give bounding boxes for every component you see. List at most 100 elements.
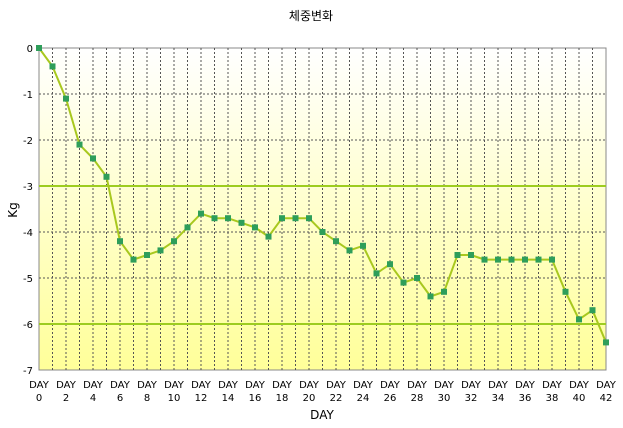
reference-lines [39, 185, 606, 325]
x-tick-prefix: DAY [380, 380, 401, 391]
data-point [535, 256, 542, 263]
y-tick-label: -7 [23, 366, 33, 377]
x-tick-label: 18 [276, 393, 289, 404]
x-tick-label: 36 [519, 393, 532, 404]
y-tick-label: -2 [23, 136, 33, 147]
data-point [481, 256, 488, 263]
data-point [36, 45, 42, 51]
x-axis-label: DAY [310, 408, 334, 422]
data-point [387, 261, 393, 268]
series-weight-change [36, 45, 609, 346]
x-tick-prefix: DAY [245, 380, 266, 391]
data-point [76, 141, 83, 148]
x-tick-label: 4 [90, 393, 96, 404]
y-tick-label: -4 [23, 228, 33, 239]
x-tick-prefix: DAY [407, 380, 428, 391]
x-tick-label: 40 [573, 393, 586, 404]
x-tick-label: 6 [117, 393, 123, 404]
x-tick-prefix: DAY [488, 380, 509, 391]
x-tick-label: 42 [600, 393, 613, 404]
data-point [495, 256, 501, 263]
x-tick-label: 34 [492, 393, 505, 404]
x-tick-label: 0 [36, 393, 42, 404]
x-tick-prefix: DAY [461, 380, 482, 391]
y-tick-label: -3 [23, 182, 33, 193]
data-point [373, 270, 380, 277]
x-tick-prefix: DAY [164, 380, 185, 391]
data-point [90, 155, 96, 162]
x-tick-prefix: DAY [299, 380, 320, 391]
x-tick-prefix: DAY [515, 380, 536, 391]
x-tick-label: 8 [144, 393, 150, 404]
y-tick-label: -5 [23, 274, 33, 285]
data-point [238, 219, 245, 226]
x-tick-label: 38 [546, 393, 559, 404]
x-tick-label: 30 [438, 393, 451, 404]
y-tick-label: -6 [23, 320, 33, 331]
data-point [171, 238, 177, 245]
y-tick-label: 0 [27, 44, 33, 55]
data-point [441, 288, 447, 295]
data-point [508, 256, 515, 263]
x-tick-prefix: DAY [542, 380, 563, 391]
x-tick-label: 2 [63, 393, 69, 404]
x-tick-label: 32 [465, 393, 478, 404]
x-tick-prefix: DAY [272, 380, 293, 391]
data-point [49, 63, 56, 70]
x-tick-label: 24 [357, 393, 370, 404]
x-tick-label: 14 [222, 393, 235, 404]
data-point [225, 215, 231, 222]
data-point [400, 279, 407, 286]
x-tick-prefix: DAY [110, 380, 131, 391]
data-point [265, 233, 272, 240]
data-point [319, 229, 326, 235]
data-point [117, 238, 123, 245]
x-tick-prefix: DAY [569, 380, 590, 391]
x-tick-prefix: DAY [434, 380, 455, 391]
x-tick-label: 28 [411, 393, 424, 404]
x-tick-label: 26 [384, 393, 397, 404]
y-axis-label: Kg [6, 202, 20, 218]
x-tick-prefix: DAY [56, 380, 77, 391]
data-point [468, 252, 474, 258]
data-point [333, 238, 339, 245]
x-tick-label: 20 [303, 393, 316, 404]
data-point [279, 215, 285, 222]
data-point [292, 215, 299, 222]
x-tick-prefix: DAY [137, 380, 158, 391]
x-tick-prefix: DAY [191, 380, 212, 391]
y-axis-ticks: 0 -1 -2 -3 -4 -5 -6 -7 [23, 44, 33, 377]
data-point [306, 215, 312, 222]
chart-title: 체중변화 [289, 9, 333, 23]
data-point [252, 224, 258, 231]
data-point [346, 247, 353, 254]
x-tick-prefix: DAY [83, 380, 104, 391]
x-tick-label: 22 [330, 393, 343, 404]
data-point [130, 256, 137, 263]
data-point [360, 242, 366, 249]
data-point [157, 247, 164, 254]
data-point [103, 173, 110, 180]
data-point [562, 288, 569, 295]
data-point [198, 210, 204, 217]
x-tick-prefix: DAY [596, 380, 617, 391]
data-point [144, 252, 150, 258]
x-tick-prefix: DAY [326, 380, 347, 391]
data-point [414, 275, 420, 281]
x-tick-prefix: DAY [353, 380, 374, 391]
data-point [211, 215, 218, 222]
x-tick-prefix: DAY [29, 380, 50, 391]
x-tick-label: 12 [195, 393, 208, 404]
data-point [427, 293, 434, 300]
data-point [549, 256, 555, 263]
x-tick-label: 10 [168, 393, 181, 404]
x-axis-ticks: DAY 0 DAY 2 DAY 4 DAY 6 DAY 8 DAY 10 DAY 12 DAY 14 DAY 16… [29, 380, 617, 404]
y-tick-label: -1 [23, 90, 33, 101]
data-point [184, 224, 191, 231]
x-tick-prefix: DAY [218, 380, 239, 391]
data-point [454, 252, 461, 258]
x-tick-label: 16 [249, 393, 262, 404]
data-point [522, 256, 528, 263]
